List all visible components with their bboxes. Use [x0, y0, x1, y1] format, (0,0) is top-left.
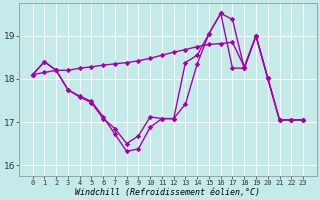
X-axis label: Windchill (Refroidissement éolien,°C): Windchill (Refroidissement éolien,°C)	[75, 188, 260, 197]
